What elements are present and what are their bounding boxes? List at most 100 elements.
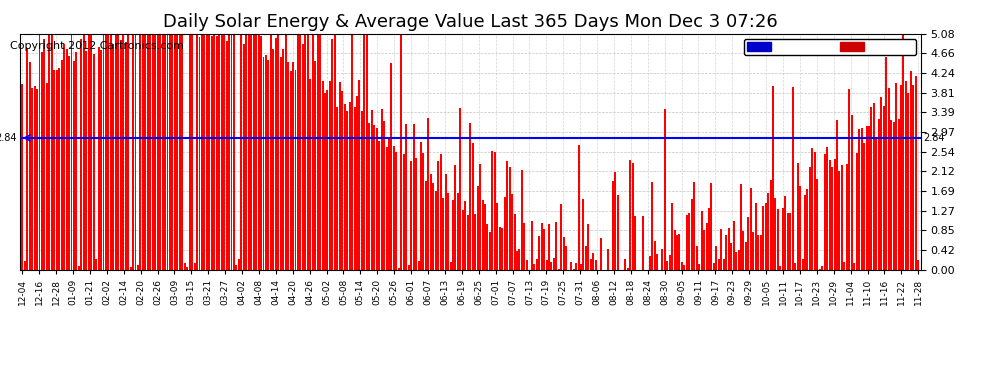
- Bar: [764, 203, 766, 270]
- Bar: [272, 49, 274, 270]
- Bar: [691, 199, 693, 270]
- Bar: [843, 262, 845, 270]
- Bar: [100, 50, 102, 270]
- Bar: [918, 261, 920, 270]
- Bar: [514, 213, 516, 270]
- Bar: [433, 183, 435, 270]
- Bar: [580, 264, 582, 270]
- Bar: [607, 249, 609, 270]
- Bar: [181, 34, 183, 270]
- Bar: [836, 120, 838, 270]
- Bar: [145, 34, 147, 270]
- Bar: [420, 142, 422, 270]
- Bar: [486, 224, 488, 270]
- Bar: [277, 34, 279, 270]
- Bar: [747, 217, 749, 270]
- Bar: [587, 225, 589, 270]
- Bar: [378, 141, 380, 270]
- Bar: [812, 148, 814, 270]
- Bar: [226, 40, 228, 270]
- Bar: [678, 234, 680, 270]
- Bar: [356, 96, 358, 270]
- Bar: [462, 210, 464, 270]
- Bar: [63, 44, 65, 270]
- Bar: [562, 237, 564, 270]
- Bar: [287, 62, 289, 270]
- Bar: [885, 57, 887, 270]
- Bar: [845, 164, 847, 270]
- Bar: [201, 34, 203, 270]
- Bar: [443, 198, 445, 270]
- Bar: [516, 251, 518, 270]
- Bar: [668, 255, 670, 270]
- Legend: Average  ($), Daily  ($): Average ($), Daily ($): [744, 39, 916, 55]
- Bar: [260, 36, 262, 270]
- Bar: [314, 61, 316, 270]
- Bar: [467, 215, 469, 270]
- Bar: [839, 171, 841, 270]
- Bar: [206, 34, 208, 270]
- Bar: [900, 85, 902, 270]
- Bar: [46, 83, 48, 270]
- Bar: [663, 109, 665, 270]
- Bar: [151, 34, 153, 270]
- Bar: [754, 203, 756, 270]
- Bar: [218, 34, 220, 270]
- Bar: [371, 110, 373, 270]
- Bar: [464, 201, 466, 270]
- Bar: [560, 204, 562, 270]
- Bar: [149, 34, 151, 270]
- Bar: [78, 266, 80, 270]
- Bar: [893, 122, 895, 270]
- Bar: [726, 235, 728, 270]
- Bar: [221, 34, 223, 270]
- Bar: [252, 34, 254, 270]
- Bar: [592, 253, 594, 270]
- Bar: [68, 56, 70, 270]
- Bar: [415, 158, 417, 270]
- Bar: [122, 34, 124, 270]
- Bar: [531, 221, 533, 270]
- Bar: [880, 98, 882, 270]
- Bar: [544, 229, 545, 270]
- Bar: [358, 80, 360, 270]
- Bar: [491, 151, 493, 270]
- Bar: [615, 172, 617, 270]
- Bar: [49, 34, 50, 270]
- Bar: [405, 124, 407, 270]
- Bar: [435, 191, 437, 270]
- Bar: [903, 34, 905, 270]
- Bar: [797, 162, 799, 270]
- Bar: [868, 126, 870, 270]
- Bar: [115, 34, 117, 270]
- Bar: [452, 200, 454, 270]
- Bar: [509, 166, 511, 270]
- Bar: [772, 86, 774, 270]
- Bar: [718, 259, 720, 270]
- Bar: [511, 194, 513, 270]
- Text: 2.84: 2.84: [0, 133, 17, 143]
- Bar: [469, 123, 471, 270]
- Bar: [90, 34, 92, 270]
- Bar: [223, 34, 225, 270]
- Bar: [595, 261, 597, 270]
- Bar: [304, 34, 306, 270]
- Bar: [824, 154, 826, 270]
- Bar: [850, 115, 852, 270]
- Bar: [632, 163, 634, 270]
- Bar: [649, 256, 650, 270]
- Bar: [794, 263, 796, 270]
- Bar: [380, 109, 382, 270]
- Bar: [671, 202, 673, 270]
- Bar: [292, 62, 294, 270]
- Bar: [819, 268, 821, 270]
- Bar: [388, 139, 390, 270]
- Bar: [625, 260, 627, 270]
- Bar: [351, 34, 353, 270]
- Bar: [282, 49, 284, 270]
- Bar: [686, 214, 688, 270]
- Bar: [875, 137, 877, 270]
- Bar: [24, 261, 26, 270]
- Bar: [132, 34, 134, 270]
- Bar: [176, 34, 178, 270]
